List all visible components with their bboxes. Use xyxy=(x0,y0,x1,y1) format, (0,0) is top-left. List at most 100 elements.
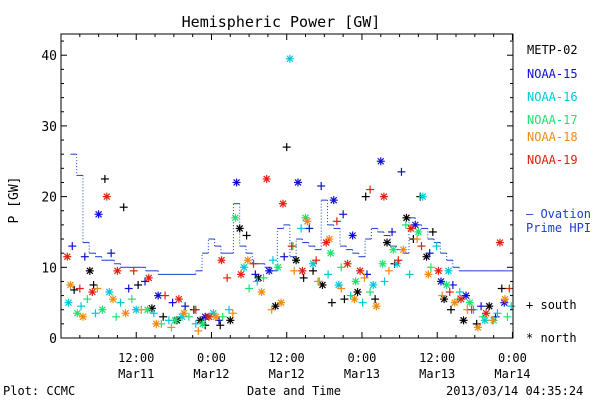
noaa-17-south-point xyxy=(503,312,512,321)
noaa-15-south-point xyxy=(181,302,190,311)
x-tick-time-label: 0:00 xyxy=(197,351,226,365)
metp-02-south-point xyxy=(309,266,318,275)
noaa-18-south-point xyxy=(167,323,176,332)
legend-noaa-17: NOAA-17 xyxy=(527,113,578,127)
noaa-19-south-point xyxy=(129,266,138,275)
legend-noaa-19: NOAA-19 xyxy=(527,153,578,167)
noaa-17-south-point xyxy=(259,273,268,282)
metp-02-south-point xyxy=(299,273,308,282)
noaa-16-north-point xyxy=(309,259,318,268)
x-tick-date-label: Mar14 xyxy=(494,367,530,381)
x-tick-date-label: Mar11 xyxy=(118,367,154,381)
noaa-18-north-point xyxy=(243,256,252,265)
noaa-19-north-point xyxy=(482,309,491,318)
metp-02-north-point xyxy=(485,302,494,311)
noaa-18-north-point xyxy=(78,312,87,321)
noaa-17-north-point xyxy=(171,316,180,325)
metp-02-south-point xyxy=(361,192,370,201)
y-tick-label: 30 xyxy=(41,120,57,135)
x-tick-time-label: 0:00 xyxy=(348,351,377,365)
noaa-18-north-point xyxy=(424,270,433,279)
noaa-17-south-point xyxy=(184,312,193,321)
noaa-15-south-point xyxy=(317,182,326,190)
noaa-16-north-point xyxy=(418,192,427,201)
noaa-18-south-point xyxy=(228,309,237,318)
noaa-18-south-point xyxy=(93,284,102,293)
data-points-layer xyxy=(63,54,516,335)
noaa-18-north-point xyxy=(257,288,266,297)
noaa-16-north-point xyxy=(480,316,489,325)
noaa-18-south-point xyxy=(488,316,497,325)
noaa-15-south-point xyxy=(80,252,89,261)
noaa-19-north-point xyxy=(204,312,213,321)
noaa-15-south-point xyxy=(388,227,397,236)
noaa-18-south-point xyxy=(337,284,346,293)
noaa-18-north-point xyxy=(121,309,130,318)
noaa-16-south-point xyxy=(297,224,306,233)
noaa-17-north-point xyxy=(465,298,474,307)
noaa-15-north-point xyxy=(348,231,357,240)
noaa-18-north-point xyxy=(450,298,459,307)
metp-02-south-point xyxy=(100,174,109,183)
metp-02-south-point xyxy=(134,280,143,289)
noaa-17-north-point xyxy=(273,263,282,272)
noaa-18-south-point xyxy=(137,305,146,314)
noaa-15-south-point xyxy=(397,167,406,176)
noaa-19-north-point xyxy=(322,238,331,247)
x-tick-time-label: 12:00 xyxy=(118,351,154,365)
noaa-19-south-point xyxy=(75,284,84,293)
noaa-17-south-point xyxy=(401,220,410,229)
plot-area: 0 10 20 30 40 12:00 Mar11 0:00 Mar12 12:00 Mar12 0… xyxy=(41,33,531,381)
noaa-17-north-point xyxy=(389,245,398,254)
x-tick-date-label: Mar12 xyxy=(269,367,305,381)
noaa-17-north-point xyxy=(378,259,387,268)
noaa-18-south-point xyxy=(290,266,299,275)
y-axis-ticks: 0 10 20 30 40 xyxy=(41,40,513,347)
noaa-17-south-point xyxy=(245,284,254,293)
noaa-16-south-point xyxy=(253,277,262,286)
metp-02-north-point xyxy=(353,288,362,297)
noaa-16-north-point xyxy=(132,305,141,314)
legend-noaa-16: NOAA-16 xyxy=(527,90,578,104)
noaa-19-south-point xyxy=(417,242,426,251)
noaa-19-north-point xyxy=(356,266,365,275)
noaa-16-south-point xyxy=(225,305,234,314)
noaa-15-north-point xyxy=(376,157,385,166)
plot-timestamp: 2013/03/14 04:35:24 xyxy=(446,384,583,398)
noaa-16-south-point xyxy=(77,302,86,311)
noaa-16-south-point xyxy=(324,270,333,279)
legend-noaa-15: NOAA-15 xyxy=(527,67,578,81)
noaa-17-north-point xyxy=(73,309,82,318)
noaa-15-south-point xyxy=(339,210,348,219)
noaa-15-south-point xyxy=(168,298,177,307)
metp-02-south-point xyxy=(159,312,168,321)
metp-02-north-point xyxy=(440,295,449,304)
noaa-19-north-point xyxy=(434,266,443,275)
noaa-17-north-point xyxy=(442,280,451,289)
noaa-18-north-point xyxy=(500,295,509,304)
noaa-15-south-point xyxy=(107,249,116,258)
noaa-19-south-point xyxy=(249,259,258,268)
noaa-15-south-point xyxy=(141,277,150,286)
metp-02-south-point xyxy=(371,295,380,304)
legend-north-label: north xyxy=(540,331,577,345)
noaa-16-south-point xyxy=(91,309,100,318)
noaa-16-north-point xyxy=(444,266,453,275)
noaa-16-south-point xyxy=(346,291,355,300)
noaa-16-north-point xyxy=(369,280,378,289)
noaa-19-north-point xyxy=(236,270,245,279)
noaa-15-north-point xyxy=(94,210,103,219)
y-tick-label: 10 xyxy=(41,261,57,276)
noaa-19-north-point xyxy=(298,266,307,275)
x-tick-time-label: 0:00 xyxy=(498,351,527,365)
legend-south-label: south xyxy=(540,298,577,312)
noaa-19-south-point xyxy=(332,217,341,226)
noaa-17-south-point xyxy=(426,263,435,272)
noaa-16-south-point xyxy=(405,270,414,279)
noaa-17-north-point xyxy=(198,319,207,328)
noaa-16-north-point xyxy=(240,263,249,272)
x-tick-date-label: Mar13 xyxy=(419,367,455,381)
noaa-16-north-point xyxy=(285,54,294,63)
noaa-15-south-point xyxy=(477,302,486,311)
noaa-16-south-point xyxy=(507,302,516,311)
